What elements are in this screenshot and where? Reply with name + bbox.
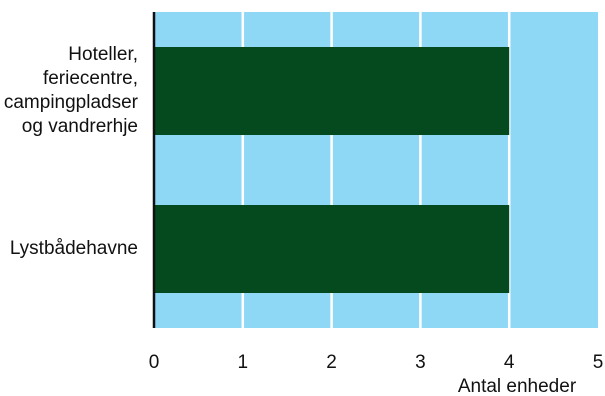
x-tick-labels: 0 1 2 3 4 5: [149, 352, 604, 373]
category-labels: Hoteller, feriecentre, campingpladser og va…: [4, 44, 139, 259]
category-label-1: Lystbådehavne: [10, 238, 138, 259]
x-tick-label-5: 5: [593, 352, 604, 373]
x-tick-label-0: 0: [149, 352, 160, 373]
bar-0: [154, 47, 510, 135]
x-axis-label: Antal enheder: [458, 376, 577, 396]
bar-1: [154, 205, 510, 293]
category-label-line: og vandrerhje: [22, 116, 138, 137]
x-tick-label-2: 2: [326, 352, 337, 373]
x-tick-label-3: 3: [415, 352, 426, 373]
category-label-line: Lystbådehavne: [10, 238, 138, 259]
bars: [154, 47, 510, 293]
category-label-line: campingpladser: [4, 92, 139, 113]
category-label-0: Hoteller, feriecentre, campingpladser og va…: [4, 44, 139, 137]
x-tick-label-4: 4: [504, 352, 515, 373]
category-label-line: Hoteller,: [68, 44, 138, 65]
x-tick-label-1: 1: [238, 352, 249, 373]
category-label-line: feriecentre,: [43, 68, 138, 89]
